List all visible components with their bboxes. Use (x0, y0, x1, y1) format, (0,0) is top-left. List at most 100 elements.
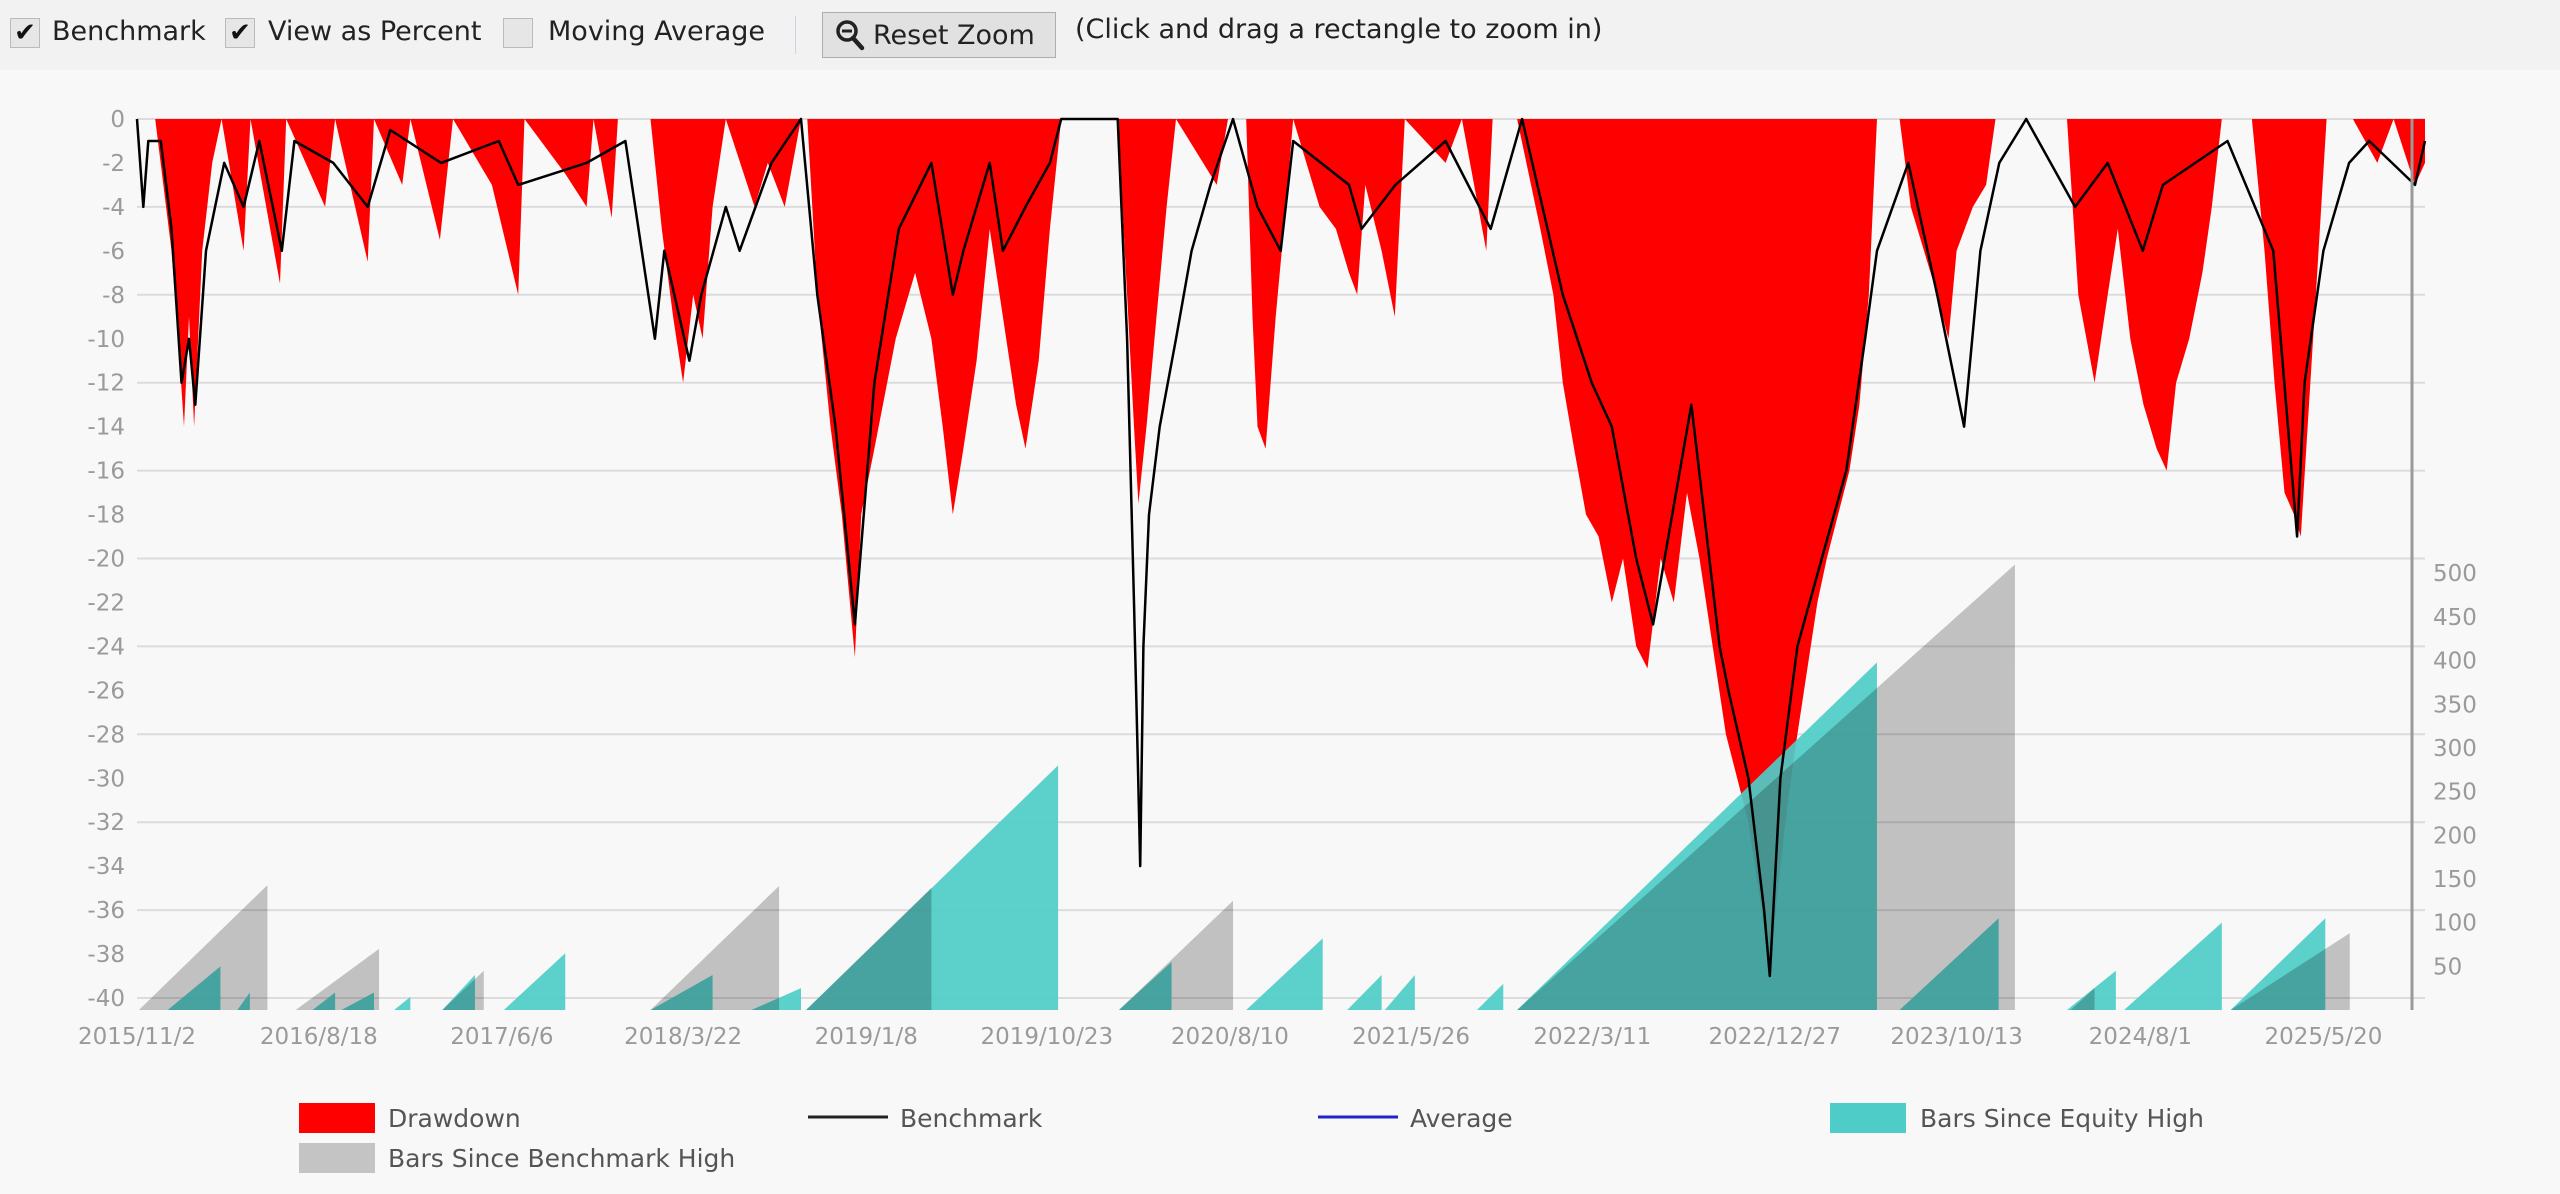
left-tick-label: -30 (87, 766, 125, 792)
benchmark-high-ramp (2070, 988, 2095, 1010)
left-tick-label: -6 (102, 239, 125, 265)
x-axis: 2015/11/2 2016/8/18 2017/6/6 2018/3/22 2019/… (78, 1024, 2382, 1050)
equity-high-ramp (341, 992, 375, 1010)
benchmark-high-ramp (1118, 900, 1234, 1010)
left-tick-label: 0 (110, 107, 125, 133)
right-tick-label: 250 (2433, 780, 2477, 806)
legend-label-equity-high[interactable]: Bars Since Equity High (1920, 1104, 2204, 1133)
x-tick-label: 2022/3/11 (1533, 1024, 1651, 1050)
x-tick-label: 2024/8/1 (2089, 1024, 2192, 1050)
left-tick-label: -2 (102, 151, 125, 177)
equity-high-ramp (751, 988, 802, 1010)
left-tick-label: -4 (102, 195, 125, 221)
equity-high-ramp (442, 975, 475, 1010)
left-tick-label: -20 (87, 547, 125, 573)
left-tick-label: -40 (87, 986, 125, 1012)
equity-high-ramp (167, 966, 221, 1010)
left-tick-label: -32 (87, 810, 125, 836)
right-tick-label: 500 (2433, 561, 2477, 587)
view-as-percent-label[interactable]: View as Percent (268, 16, 482, 47)
benchmark-high-ramp (442, 970, 484, 1010)
equity-high-ramp (1517, 662, 1877, 1010)
left-tick-label: -18 (87, 503, 125, 529)
right-tick-label: 100 (2433, 911, 2477, 937)
toolbar-separator (795, 16, 796, 54)
right-tick-label: 400 (2433, 649, 2477, 675)
x-tick-label: 2025/5/20 (2264, 1024, 2382, 1050)
legend-label-benchmark-high[interactable]: Bars Since Benchmark High (388, 1144, 735, 1173)
equity-high-ramp (2124, 922, 2222, 1010)
left-tick-label: -10 (87, 327, 125, 353)
left-tick-label: -24 (87, 634, 125, 660)
x-tick-label: 2016/8/18 (260, 1024, 378, 1050)
view-as-percent-checkbox[interactable]: ✔ (225, 18, 255, 48)
left-tick-label: -8 (102, 283, 125, 309)
right-tick-label: 450 (2433, 605, 2477, 631)
left-axis: 0 -2 -4 -6 -8 -10 -12 -14 -16 -18 -20 -22 -24 -26 -28 -… (87, 107, 125, 1012)
equity-high-ramp (2230, 918, 2326, 1010)
x-tick-label: 2020/8/10 (1171, 1024, 1289, 1050)
benchmark-high-ramp (650, 885, 780, 1010)
x-tick-label: 2019/10/23 (981, 1024, 1114, 1050)
chart-marks (135, 117, 2427, 1010)
benchmark-high-ramp (2230, 933, 2350, 1010)
moving-average-label[interactable]: Moving Average (548, 16, 766, 47)
benchmark-high-ramp (806, 887, 932, 1010)
x-tick-label: 2023/10/13 (1890, 1024, 2023, 1050)
right-tick-label: 200 (2433, 823, 2477, 849)
equity-high-ramp (1476, 983, 1504, 1010)
x-tick-label: 2022/12/27 (1708, 1024, 1841, 1050)
left-tick-label: -36 (87, 898, 125, 924)
benchmark-high-ramp (295, 948, 380, 1010)
checkmark-icon: ✔ (14, 18, 36, 48)
equity-high-ramp (1347, 975, 1382, 1010)
reset-zoom-label: Reset Zoom (873, 19, 1035, 51)
equity-high-ramp (237, 992, 250, 1010)
left-tick-label: -38 (87, 942, 125, 968)
right-axis: 50 100 150 200 250 300 350 400 450 500 (2433, 561, 2477, 980)
legend-label-benchmark[interactable]: Benchmark (900, 1104, 1043, 1133)
reset-zoom-button[interactable]: Reset Zoom (822, 12, 1056, 58)
benchmark-line (135, 117, 2427, 978)
legend-label-drawdown[interactable]: Drawdown (388, 1104, 521, 1133)
x-tick-label: 2021/5/26 (1352, 1024, 1470, 1050)
legend-label-average[interactable]: Average (1410, 1104, 1513, 1133)
equity-high-ramp (1246, 938, 1323, 1010)
equity-high-ramp (650, 975, 713, 1010)
legend-swatch-benchmark-high (299, 1143, 375, 1173)
right-tick-label: 150 (2433, 867, 2477, 893)
left-tick-label: -34 (87, 854, 125, 880)
x-tick-label: 2019/1/8 (815, 1024, 918, 1050)
left-tick-label: -26 (87, 678, 125, 704)
toolbar: ✔ Benchmark ✔ View as Percent Moving Ave… (0, 0, 2560, 70)
x-tick-label: 2017/6/6 (450, 1024, 553, 1050)
left-tick-label: -14 (87, 415, 125, 441)
left-tick-label: -12 (87, 371, 125, 397)
legend: Drawdown Benchmark Average Bars Since Eq… (299, 1103, 2204, 1173)
left-tick-label: -22 (87, 590, 125, 616)
benchmark-checkbox[interactable]: ✔ (10, 18, 40, 48)
left-tick-label: -28 (87, 722, 125, 748)
equity-high-ramp (1899, 918, 1999, 1010)
equity-high-ramp (806, 765, 1059, 1010)
zoom-out-icon (836, 20, 865, 51)
benchmark-high-ramp (138, 885, 268, 1010)
x-tick-label: 2018/3/22 (624, 1024, 742, 1050)
checkmark-icon: ✔ (229, 18, 251, 48)
equity-high-ramp (503, 953, 566, 1010)
benchmark-checkbox-label[interactable]: Benchmark (52, 16, 206, 47)
zoom-hint: (Click and drag a rectangle to zoom in) (1075, 14, 1603, 45)
right-tick-label: 350 (2433, 692, 2477, 718)
right-tick-label: 300 (2433, 736, 2477, 762)
benchmark-high-ramp (1517, 564, 2015, 1010)
equity-high-ramp (2066, 970, 2116, 1010)
x-tick-label: 2015/11/2 (78, 1024, 196, 1050)
equity-high-ramp (1384, 975, 1415, 1010)
right-tick-label: 50 (2433, 954, 2462, 980)
legend-swatch-equity-high (1830, 1103, 1906, 1133)
drawdown-area (137, 119, 2425, 976)
moving-average-checkbox[interactable] (503, 18, 533, 48)
legend-swatch-drawdown (299, 1103, 375, 1133)
left-tick-label: -16 (87, 459, 125, 485)
